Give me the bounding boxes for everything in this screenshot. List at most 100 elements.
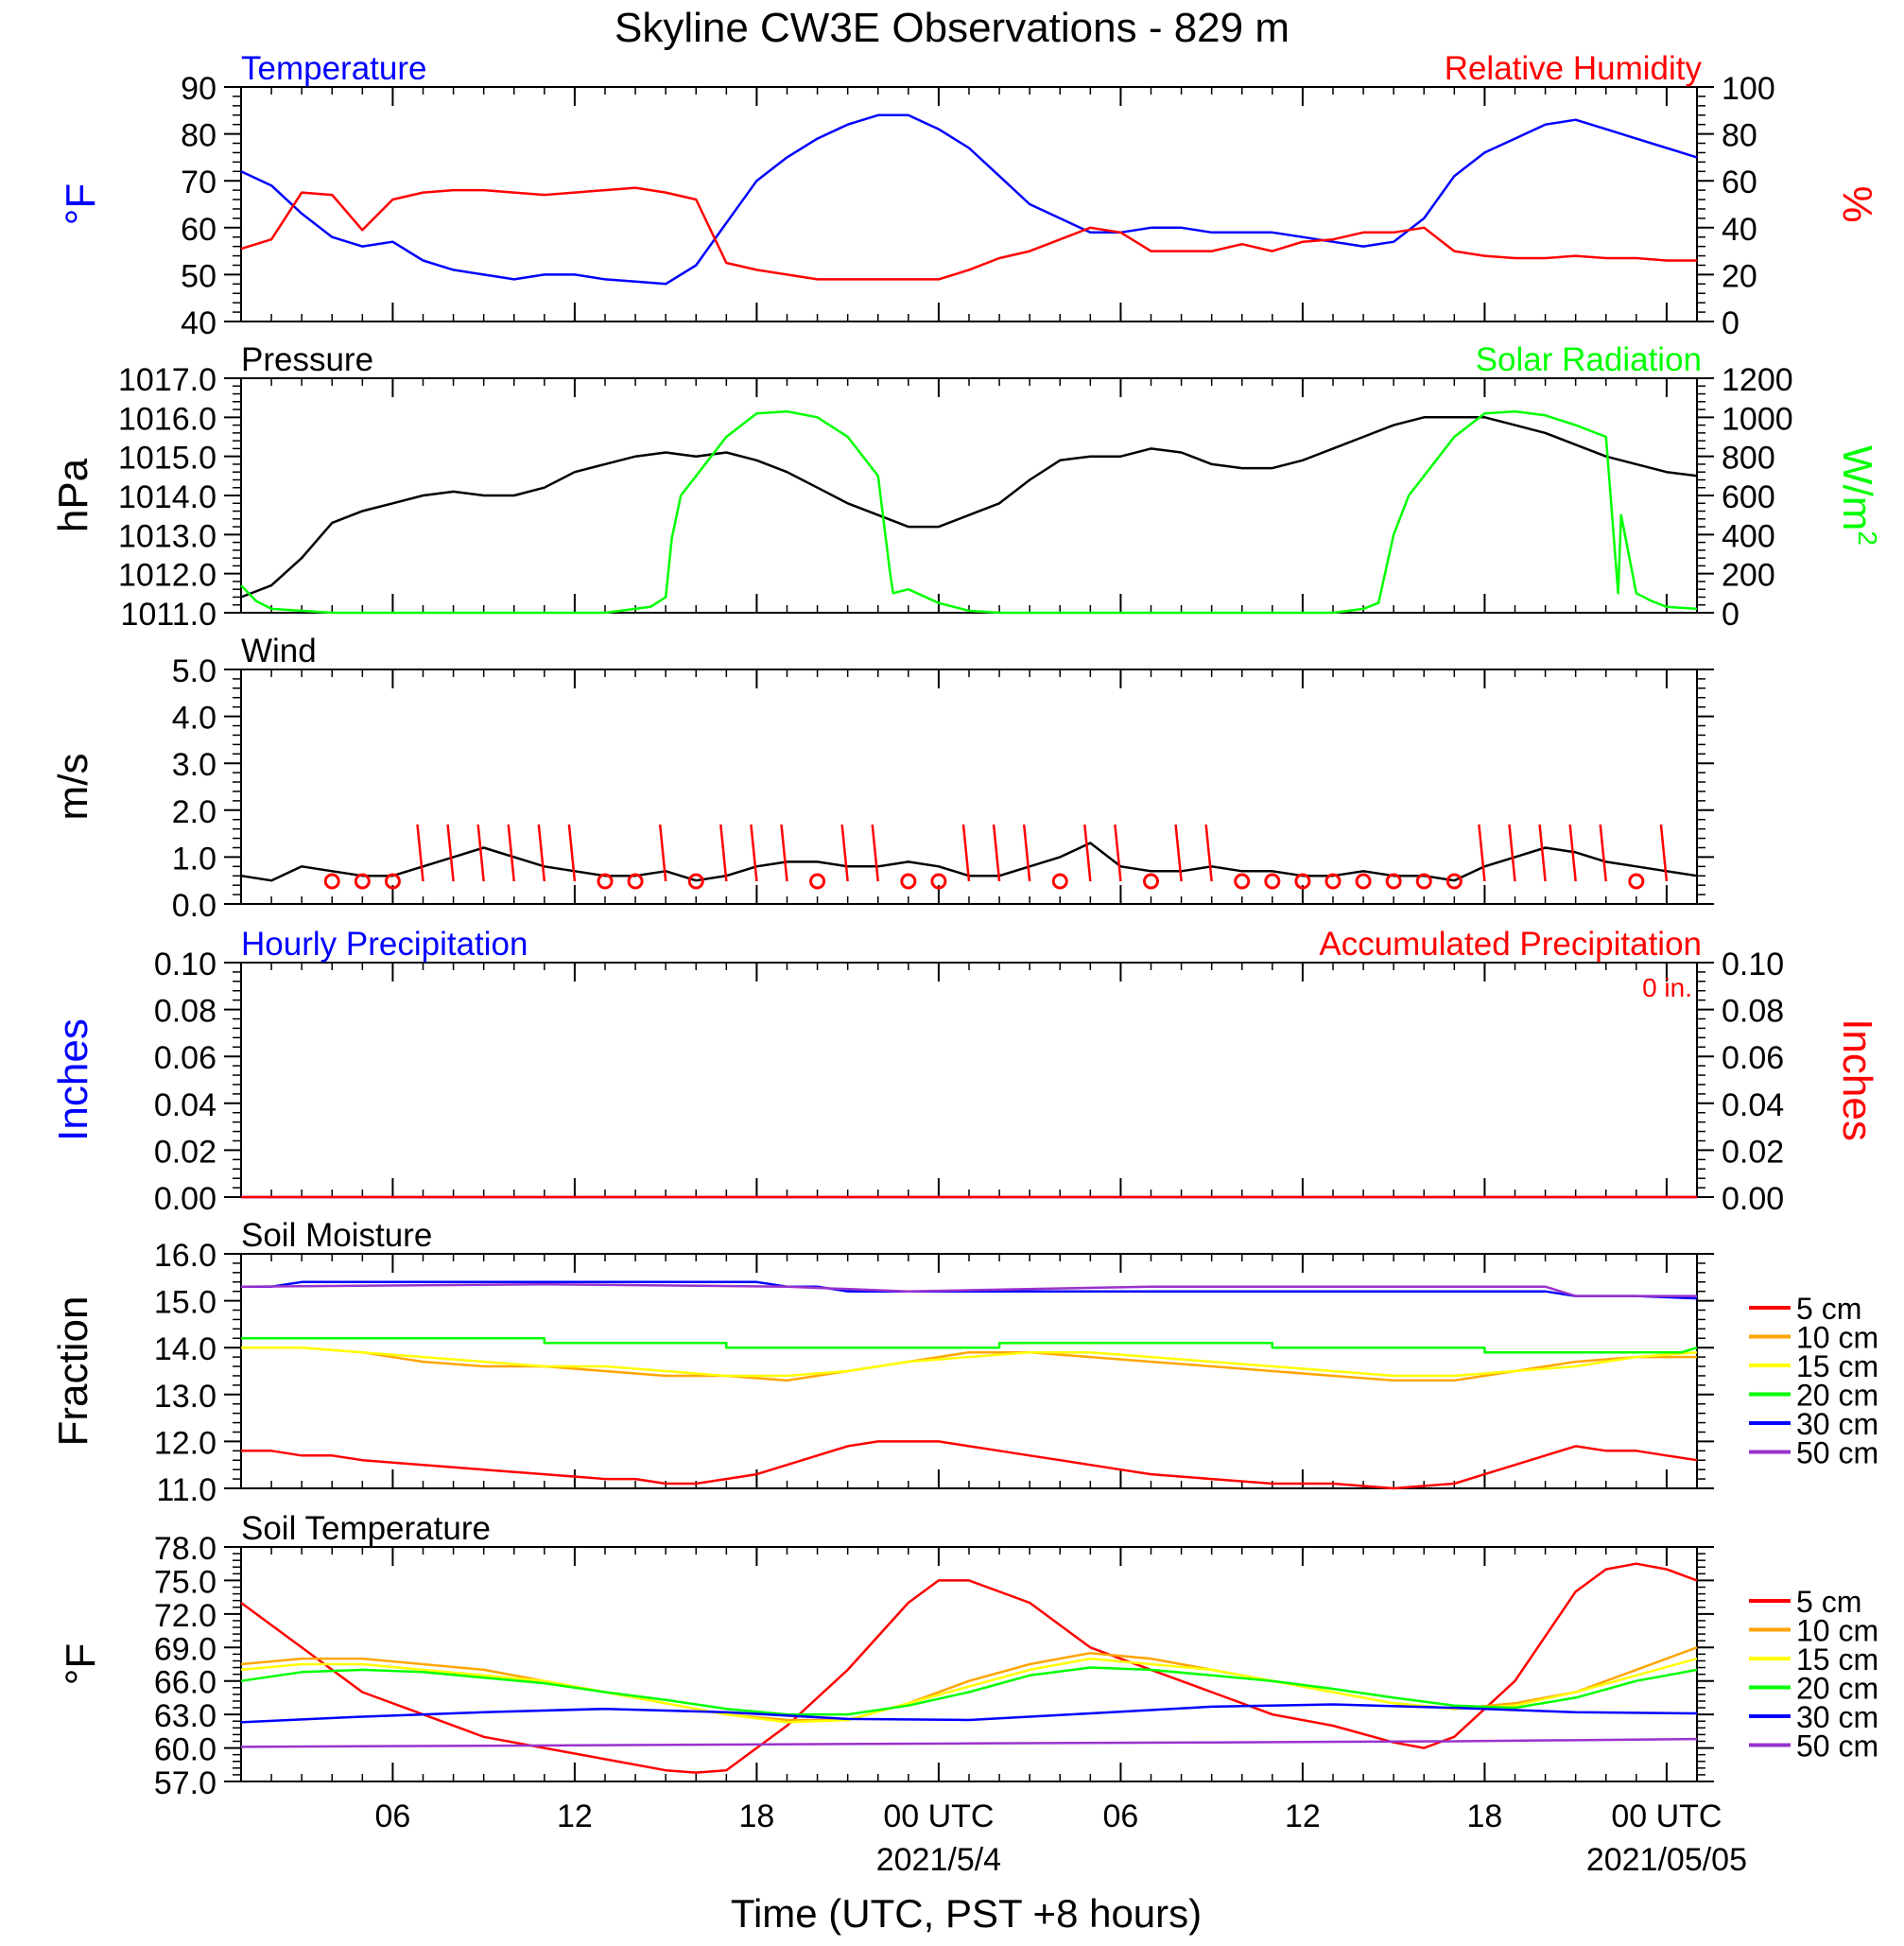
series-20-cm-line: [241, 1337, 1698, 1354]
y-axis-label-left: hPa: [50, 458, 96, 532]
x-tick-date-label: 2021/05/05: [1586, 1842, 1747, 1878]
series-20-cm-line: [240, 1666, 1698, 1716]
wind-barb: [507, 824, 515, 882]
y-right-tick-label: 40: [1722, 212, 1757, 248]
wind-calm-marker: [1628, 873, 1645, 890]
wind-calm-marker: [1355, 873, 1372, 890]
y-tick-label: 40: [181, 305, 216, 341]
panel-wind: 0.0 1.0 2.0 3.0 4.0 5.0 Wind m/s: [50, 633, 1714, 924]
y-right-tick-label: 600: [1722, 479, 1775, 515]
x-axis-label: Time (UTC, PST +8 hours): [731, 1891, 1202, 1936]
y-tick-label: 0.0: [172, 888, 216, 924]
y-right-tick-label: 60: [1722, 165, 1757, 200]
x-axis: 06 12 18 00 UTC 2021/5/4 06 12 18 00 UTC 2021/05/…: [375, 1798, 1747, 1878]
y-tick-label: 1016.0: [118, 401, 216, 437]
wind-calm-marker: [1234, 873, 1251, 890]
wind-barb: [1659, 824, 1669, 882]
series-solar-radiation-line: [240, 409, 1698, 615]
x-tick-label: 00 UTC: [883, 1798, 994, 1834]
legend-label: 20 cm: [1796, 1379, 1878, 1413]
y-axis-label-right-superscript: 2: [1853, 530, 1882, 546]
y-tick-label: 57.0: [154, 1765, 216, 1801]
y-tick-label: 75.0: [154, 1564, 216, 1600]
y-right-tick-label: 200: [1722, 558, 1775, 594]
panel-title-right: Relative Humidity: [1445, 50, 1703, 87]
wind-barb: [992, 824, 1001, 882]
wind-barb: [1599, 824, 1607, 882]
legend-label: 15 cm: [1796, 1349, 1878, 1383]
y-axis-label-left: °F: [58, 1643, 104, 1685]
wind-calm-marker: [323, 873, 340, 890]
wind-barb: [719, 824, 728, 882]
wind-barb: [1568, 824, 1577, 882]
series-50-cm-line: [240, 1282, 1697, 1297]
y-axis-label-left: m/s: [50, 754, 96, 821]
y-tick-label: 60.0: [154, 1732, 216, 1768]
y-tick-label: 69.0: [154, 1631, 216, 1667]
y-tick-label: 16.0: [154, 1238, 216, 1274]
y-tick-label: 1011.0: [121, 597, 216, 633]
y-right-tick-label: 100: [1722, 71, 1775, 107]
y-tick-label: 1015.0: [118, 441, 216, 477]
y-tick-label: 66.0: [154, 1665, 216, 1701]
y-tick-label: 15.0: [154, 1285, 216, 1321]
y-tick-label: 12.0: [154, 1425, 216, 1461]
wind-barb: [1083, 824, 1092, 882]
wind-calm-marker: [597, 873, 614, 890]
x-tick-label: 12: [557, 1798, 593, 1834]
panel-title-left: Temperature: [241, 50, 426, 87]
y-right-tick-label: 0: [1722, 597, 1740, 633]
x-tick-label: 18: [1467, 1798, 1503, 1834]
y-right-tick-label: 0.08: [1722, 994, 1784, 1030]
series-relative-humidity-line: [240, 186, 1697, 281]
precip-total-label: 0 in.: [1642, 973, 1692, 1002]
plot-frame: [240, 86, 1698, 322]
wind-barb: [750, 824, 758, 882]
y-right-tick-label: 0.10: [1722, 947, 1784, 982]
y-tick-label: 1.0: [172, 841, 216, 877]
wind-barb: [567, 824, 577, 882]
x-tick-date-label: 2021/5/4: [876, 1842, 1001, 1878]
y-axis-label-left: °F: [58, 183, 104, 225]
y-tick-label: 11.0: [156, 1472, 216, 1508]
y-right-tick-label: 20: [1722, 258, 1757, 294]
series-30-cm-line: [240, 1703, 1698, 1724]
panel-title-right: Accumulated Precipitation: [1319, 926, 1702, 963]
y-tick-label: 1017.0: [118, 362, 216, 398]
series-pressure-line: [240, 416, 1698, 599]
wind-barb: [871, 824, 879, 882]
y-right-tick-label: 0.02: [1722, 1134, 1784, 1170]
wind-calm-marker: [1415, 873, 1432, 890]
wind-barb: [780, 824, 788, 882]
chart-title: Skyline CW3E Observations - 829 m: [614, 5, 1290, 51]
wind-barb: [446, 824, 455, 882]
y-right-tick-label: 0.04: [1722, 1087, 1784, 1123]
wind-calm-marker: [900, 873, 917, 890]
y-tick-label: 72.0: [154, 1598, 216, 1634]
wind-calm-marker: [1051, 873, 1068, 890]
panel-title-left: Hourly Precipitation: [241, 926, 528, 963]
y-tick-label: 2.0: [172, 794, 216, 830]
y-tick-label: 0.08: [154, 994, 216, 1030]
panel-title-left: Wind: [241, 633, 317, 669]
wind-barb: [961, 824, 971, 882]
wind-calm-marker: [627, 873, 644, 890]
panel-title-left: Soil Moisture: [241, 1217, 432, 1254]
panel-temp-rh: 40 50 60 70 80 90 0 20 40 60 80 100 Temperature Relat…: [58, 50, 1880, 341]
wind-calm-marker: [687, 873, 704, 890]
wind-calm-marker: [1294, 873, 1311, 890]
series-10-cm-line: [241, 1346, 1697, 1382]
plot-frame: [240, 377, 1698, 614]
wind-calm-marker: [1264, 873, 1281, 890]
wind-barb: [1204, 824, 1213, 882]
legend-label: 10 cm: [1796, 1321, 1878, 1355]
y-tick-label: 0.10: [154, 947, 216, 982]
y-right-tick-label: 800: [1722, 441, 1775, 477]
y-axis-label-right: %: [1834, 185, 1880, 222]
wind-calm-marker: [1324, 873, 1341, 890]
y-right-tick-label: 0.00: [1722, 1181, 1784, 1217]
legend-label: 5 cm: [1796, 1292, 1861, 1326]
y-right-tick-label: 400: [1722, 518, 1775, 554]
